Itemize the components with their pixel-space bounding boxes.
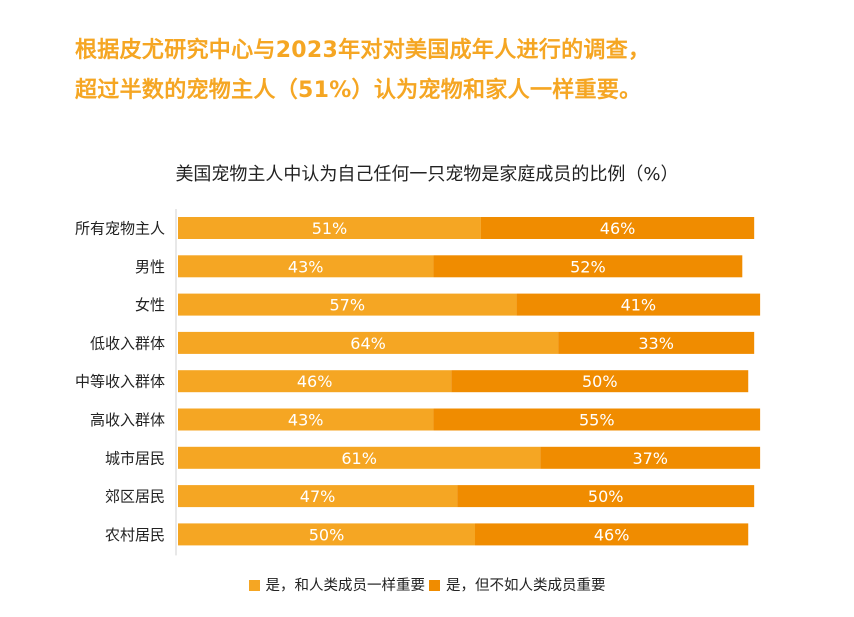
legend-label-series-2: 是，但不如人类成员重要: [446, 578, 606, 594]
category-label: 高收入群体: [90, 411, 165, 429]
category-label: 郊区居民: [105, 488, 165, 506]
legend-swatch-series-2: [429, 580, 440, 591]
category-label: 城市居民: [105, 449, 165, 467]
bar-series-2: [558, 331, 755, 354]
bar-series-2: [516, 293, 761, 316]
chart-legend: 是，和人类成员一样重要 是，但不如人类成员重要: [0, 574, 854, 595]
headline: 根据皮尤研究中心与2023年对对美国成年人进行的调查， 超过半数的宠物主人（51…: [75, 31, 835, 111]
bar-value-label: 50%: [582, 372, 618, 391]
bar-value-label: 43%: [288, 411, 324, 430]
bar-value-label: 55%: [579, 411, 615, 430]
bar-series-1: [178, 293, 517, 316]
category-label: 男性: [135, 258, 165, 276]
bar-value-label: 46%: [600, 219, 636, 238]
bar-value-label: 33%: [638, 334, 674, 353]
bar-value-label: 46%: [297, 372, 333, 391]
bar-value-label: 37%: [632, 449, 668, 468]
bar-series-2: [457, 485, 755, 508]
chart-title: 美国宠物主人中认为自己任何一只宠物是家庭成员的比例（%）: [175, 164, 679, 185]
bar-value-label: 43%: [288, 257, 324, 276]
bar-series-1: [178, 485, 458, 508]
bar-series-1: [178, 370, 452, 393]
category-label: 低收入群体: [90, 334, 165, 352]
bar-series-2: [433, 255, 743, 278]
headline-line-2: 超过半数的宠物主人（51%）认为宠物和家人一样重要。: [75, 78, 642, 103]
bar-series-1: [178, 523, 475, 546]
bar-value-label: 50%: [588, 487, 624, 506]
bar-series-1: [178, 255, 434, 278]
bar-value-label: 52%: [570, 257, 606, 276]
legend-item-series-2: 是，但不如人类成员重要: [429, 574, 606, 595]
headline-line-1: 根据皮尤研究中心与2023年对对美国成年人进行的调查，: [75, 38, 651, 63]
bar-value-label: 61%: [341, 449, 377, 468]
bar-value-label: 47%: [300, 487, 336, 506]
legend-label-series-1: 是，和人类成员一样重要: [265, 578, 426, 594]
bar-series-1: [178, 408, 434, 431]
bar-value-label: 51%: [312, 219, 348, 238]
bar-series-2: [475, 523, 749, 546]
category-label: 所有宠物主人: [75, 220, 165, 238]
bar-value-label: 64%: [350, 334, 386, 353]
bar-value-label: 41%: [621, 296, 657, 315]
bar-series-2: [480, 217, 755, 239]
bar-series-1: [178, 446, 541, 469]
legend-swatch-series-1: [248, 580, 260, 591]
bar-series-2: [451, 370, 749, 393]
bar-value-label: 46%: [594, 525, 630, 544]
bar-value-label: 50%: [309, 525, 345, 544]
bar-series-2: [540, 446, 761, 469]
legend-item-series-1: 是，和人类成员一样重要: [248, 574, 426, 595]
category-label: 女性: [135, 296, 165, 314]
category-label: 中等收入群体: [75, 373, 165, 391]
bar-series-2: [433, 408, 761, 431]
bar-series-1: [178, 331, 559, 354]
category-label: 农村居民: [105, 526, 165, 544]
bar-value-label: 57%: [330, 296, 366, 315]
bar-series-1: [178, 217, 481, 239]
